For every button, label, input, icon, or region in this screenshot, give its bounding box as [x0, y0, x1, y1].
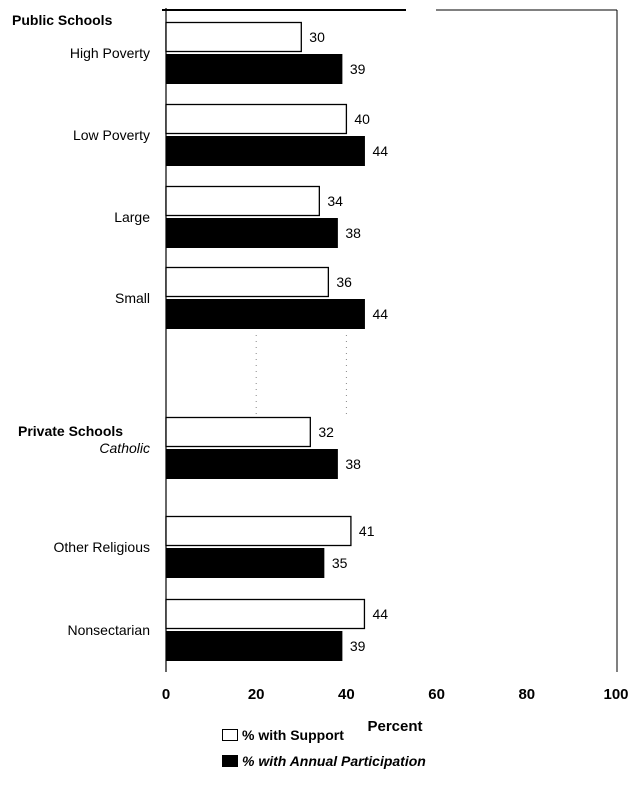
category-label-nonsectarian: Nonsectarian: [68, 622, 151, 638]
bar-participation-nonsectarian: [165, 631, 343, 661]
value-label-support-low-poverty: 40: [354, 111, 370, 127]
legend-swatch-support: [222, 729, 238, 741]
x-tick-label-100: 100: [603, 686, 628, 703]
value-label-participation-small: 44: [372, 306, 388, 322]
bar-participation-other-religious: [165, 548, 325, 578]
value-label-participation-low-poverty: 44: [372, 143, 388, 159]
group-label-private-schools: Private Schools: [18, 423, 123, 439]
value-label-support-large: 34: [327, 193, 343, 209]
bar-participation-small: [165, 299, 365, 329]
legend-item-support: % with Support: [222, 722, 426, 748]
category-label-small: Small: [115, 290, 150, 306]
value-label-participation-other-religious: 35: [332, 555, 348, 571]
bar-support-nonsectarian: [165, 598, 366, 630]
value-label-participation-nonsectarian: 39: [350, 638, 366, 654]
category-label-low-poverty: Low Poverty: [73, 127, 150, 143]
value-label-support-high-poverty: 30: [309, 29, 325, 45]
legend: % with Support % with Annual Participati…: [222, 722, 426, 774]
x-tick-label-60: 60: [428, 686, 445, 703]
bars-layer: [165, 21, 366, 661]
bar-support-large: [165, 185, 320, 217]
group-label-public-schools: Public Schools: [12, 12, 113, 28]
category-label-catholic: Catholic: [99, 440, 150, 456]
bar-support-catholic: [165, 416, 311, 448]
bar-participation-large: [165, 218, 338, 248]
category-label-large: Large: [114, 209, 150, 225]
legend-label-participation: % with Annual Participation: [242, 753, 426, 769]
x-tick-label-80: 80: [518, 686, 535, 703]
x-axis: 0 20 40 60 80 100: [162, 686, 629, 703]
value-label-support-other-religious: 41: [359, 523, 375, 539]
x-axis-title: Percent: [367, 718, 422, 735]
legend-label-support: % with Support: [242, 727, 344, 743]
value-label-support-catholic: 32: [318, 424, 334, 440]
bar-participation-catholic: [165, 449, 338, 479]
bar-support-small: [165, 266, 330, 298]
value-label-support-small: 36: [336, 274, 352, 290]
bar-participation-low-poverty: [165, 136, 365, 166]
value-label-participation-catholic: 38: [345, 456, 361, 472]
bar-participation-high-poverty: [165, 54, 343, 84]
legend-swatch-participation: [222, 755, 238, 767]
value-label-participation-high-poverty: 39: [350, 61, 366, 77]
value-label-support-nonsectarian: 44: [372, 606, 388, 622]
x-tick-label-20: 20: [248, 686, 265, 703]
x-tick-label-0: 0: [162, 686, 170, 703]
bar-support-high-poverty: [165, 21, 302, 53]
legend-item-participation: % with Annual Participation: [222, 748, 426, 774]
x-tick-label-40: 40: [338, 686, 355, 703]
bar-support-low-poverty: [165, 103, 348, 135]
bar-support-other-religious: [165, 515, 352, 547]
category-label-other-religious: Other Religious: [54, 539, 151, 555]
value-label-participation-large: 38: [345, 225, 361, 241]
category-label-high-poverty: High Poverty: [70, 45, 150, 61]
category-labels: High Poverty Low Poverty Large Small Catholi…: [12, 12, 150, 638]
